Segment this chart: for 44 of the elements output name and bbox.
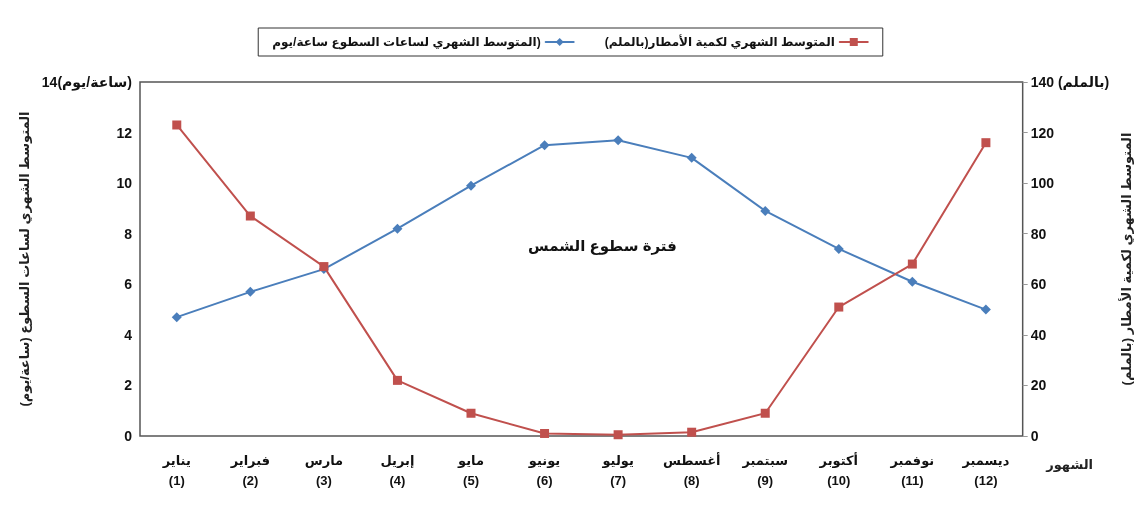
y2-tick-label: 80: [1030, 225, 1047, 242]
y2-tick-label: 60: [1030, 276, 1047, 293]
y2-tick-label: 120: [1030, 124, 1055, 141]
point: [392, 223, 403, 234]
y2-tick-label: 40: [1030, 326, 1047, 343]
y2-tick-label: 100: [1030, 175, 1055, 192]
x-axis-title: الشهور: [1045, 457, 1094, 472]
point: [907, 259, 917, 269]
y-tick-label: 12: [116, 124, 133, 141]
y-tick-label: 0: [124, 428, 133, 444]
annotation: فترة سطوع الشمس: [528, 237, 677, 255]
y-axis-title: المتوسط الشهري لساعات السطوع (ساعة/يوم): [16, 111, 33, 407]
point: [613, 430, 623, 440]
point: [540, 428, 550, 438]
point: [171, 312, 182, 323]
y2-tick-label: 0: [1030, 428, 1039, 444]
point: [760, 205, 771, 216]
point: [981, 138, 991, 148]
legend-label: المتوسط الشهري لكمية الأمطار(بالملم): [604, 34, 835, 50]
point: [834, 302, 844, 312]
point: [833, 243, 844, 254]
point: [539, 140, 550, 151]
legend-label: المتوسط الشهري لساعات السطوع ساعة/يوم): [272, 35, 541, 50]
point: [466, 180, 476, 191]
point: [980, 304, 991, 315]
point: [466, 408, 476, 418]
point: [686, 152, 697, 163]
y-tick-label: 8: [124, 225, 133, 242]
y-tick-label: 2: [124, 377, 133, 394]
point: [245, 211, 255, 221]
point: [392, 375, 402, 385]
y-tick-label: 4: [124, 326, 133, 343]
y-tick-label: 14(ساعة/يوم): [41, 74, 132, 91]
point: [245, 286, 256, 297]
point: [613, 135, 624, 146]
y2-axis-title: المتوسط الشهري لكمية الأمطار (بالملم): [1118, 132, 1134, 386]
point: [172, 120, 182, 130]
point: [760, 408, 770, 418]
y2-tick-label: 140 (بالملم): [1030, 74, 1110, 90]
y-tick-label: 6: [124, 276, 133, 293]
y2-tick-label: 20: [1030, 377, 1047, 394]
point: [907, 276, 918, 287]
point: [687, 427, 697, 437]
y-tick-label: 10: [116, 175, 133, 192]
